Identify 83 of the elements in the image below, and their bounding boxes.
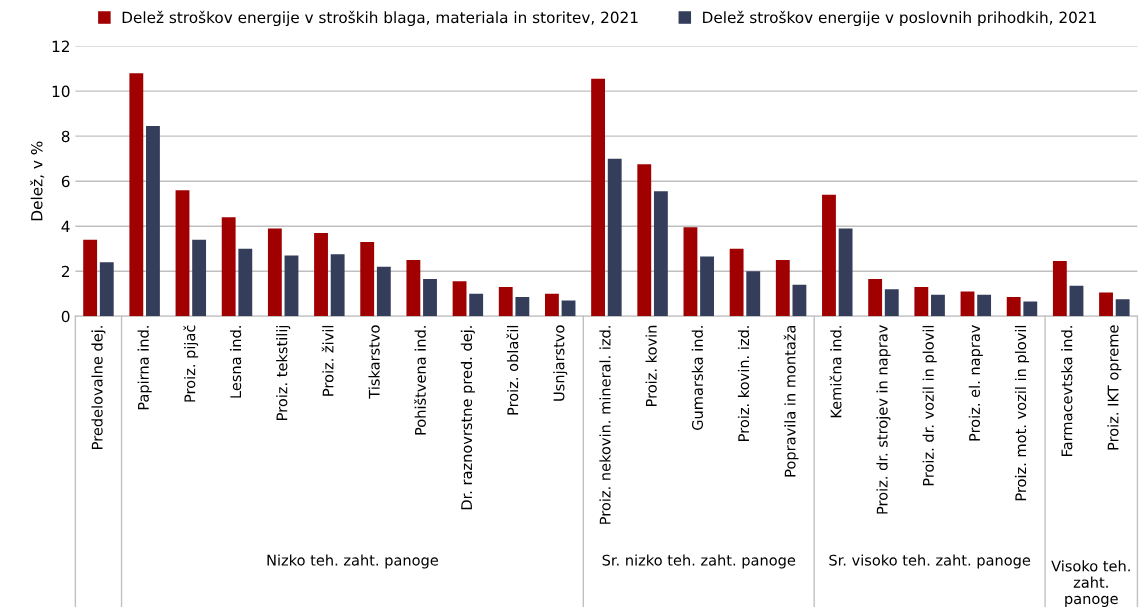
y-tick-label: 8	[61, 130, 70, 143]
bar	[1023, 301, 1038, 317]
bar	[746, 271, 761, 317]
bar	[360, 241, 375, 317]
bar	[515, 297, 530, 317]
bar	[1115, 299, 1130, 317]
text: Sr. nizko teh. zaht. panoge	[602, 554, 796, 569]
x-tick-label: Proiz. dr. vozil in plovil	[922, 325, 937, 486]
x-tick-label: Lesna ind.	[229, 326, 242, 398]
bar	[498, 286, 513, 317]
x-tick-label: Papirna ind.	[137, 326, 152, 410]
bar	[561, 300, 576, 317]
x-tick-label: Dr. raznovrstne pred. dej.	[460, 326, 475, 510]
x-tick-label: Gumarska ind.	[691, 326, 703, 430]
bar	[99, 262, 114, 317]
x-tick-label: Kemična ind.	[829, 326, 842, 418]
bar	[960, 291, 975, 317]
bar	[376, 266, 391, 317]
legend-label: Delež stroškov energije v stroških blaga, materiala in storitev, 2021	[122, 10, 638, 27]
bar	[607, 158, 622, 317]
bar	[544, 293, 559, 317]
y-tick-label: 12	[52, 40, 69, 52]
bar	[314, 232, 328, 317]
y-tick-label: 10	[52, 85, 70, 98]
bar	[1099, 292, 1113, 317]
x-tick-label: Farmacevtska ind.	[1061, 326, 1073, 456]
x-tick-label: Proiz. živil	[321, 325, 334, 396]
bar	[775, 259, 790, 317]
bar	[977, 294, 992, 317]
x-tick-label: Pohištvena ind.	[414, 326, 426, 435]
bar	[330, 254, 345, 317]
x-tick-label: Proiz. oblačil	[506, 325, 519, 415]
bar	[1052, 261, 1067, 317]
bar	[1069, 285, 1084, 317]
x-tick-label: Proiz. tekstilij	[276, 325, 291, 420]
x-tick-label: Proiz. nekovin. mineral. izd.	[599, 326, 611, 524]
bar	[822, 194, 836, 317]
x-tick-label: Proiz. kovin	[645, 325, 657, 407]
bar	[423, 279, 437, 317]
bar	[653, 191, 668, 317]
bar	[884, 289, 899, 317]
bar	[591, 78, 606, 317]
text: Nizko teh. zaht. panoge	[267, 554, 439, 569]
x-tick-label: Tiskarstvo	[368, 325, 380, 399]
bar	[175, 190, 190, 317]
bar	[914, 286, 929, 317]
text: Sr. visoko teh. zaht. panoge	[829, 554, 1031, 569]
x-tick-label: Predelovalne dej.	[91, 326, 106, 449]
x-tick-label: Proiz. IKT opreme	[1107, 325, 1122, 450]
y-tick-label: 4	[61, 220, 70, 233]
bar	[931, 294, 945, 317]
x-tick-label: Usnjarstvo	[553, 325, 568, 401]
bar	[406, 259, 421, 317]
bar	[838, 228, 853, 317]
bar	[683, 227, 698, 317]
x-tick-label: Proiz. dr. strojev in naprav	[876, 325, 891, 514]
legend-label: Delež stroškov energije v poslovnih prihodkih, 2021	[703, 10, 1096, 27]
bar	[469, 293, 484, 317]
bar	[637, 164, 652, 317]
x-tick-label: Proiz. pijač	[183, 325, 199, 402]
y-tick-label: 2	[61, 265, 69, 278]
x-tick-label: Proiz. el. naprav	[968, 325, 983, 441]
y-tick-label: 0	[61, 310, 70, 323]
y-axis-title: Delež, v %	[30, 141, 45, 221]
bar	[868, 279, 883, 317]
bar	[221, 217, 236, 317]
bar	[129, 73, 144, 317]
x-tick-label: Popravila in montaža	[783, 325, 799, 477]
text: Visoko teh. zaht. panoge	[1051, 560, 1130, 607]
bar	[700, 256, 714, 317]
bar	[83, 239, 98, 317]
y-tick-label: 6	[61, 175, 70, 188]
bar	[1006, 297, 1021, 317]
bar	[792, 284, 807, 317]
bar	[284, 255, 299, 317]
bar	[267, 228, 282, 317]
x-tick-label: Proiz. mot. vozil in plovil	[1014, 325, 1030, 501]
bar	[729, 248, 744, 317]
bar	[146, 126, 160, 317]
bar	[192, 239, 207, 317]
x-tick-label: Proiz. kovin. izd.	[737, 326, 750, 441]
bar	[452, 281, 467, 317]
bar	[238, 248, 253, 317]
